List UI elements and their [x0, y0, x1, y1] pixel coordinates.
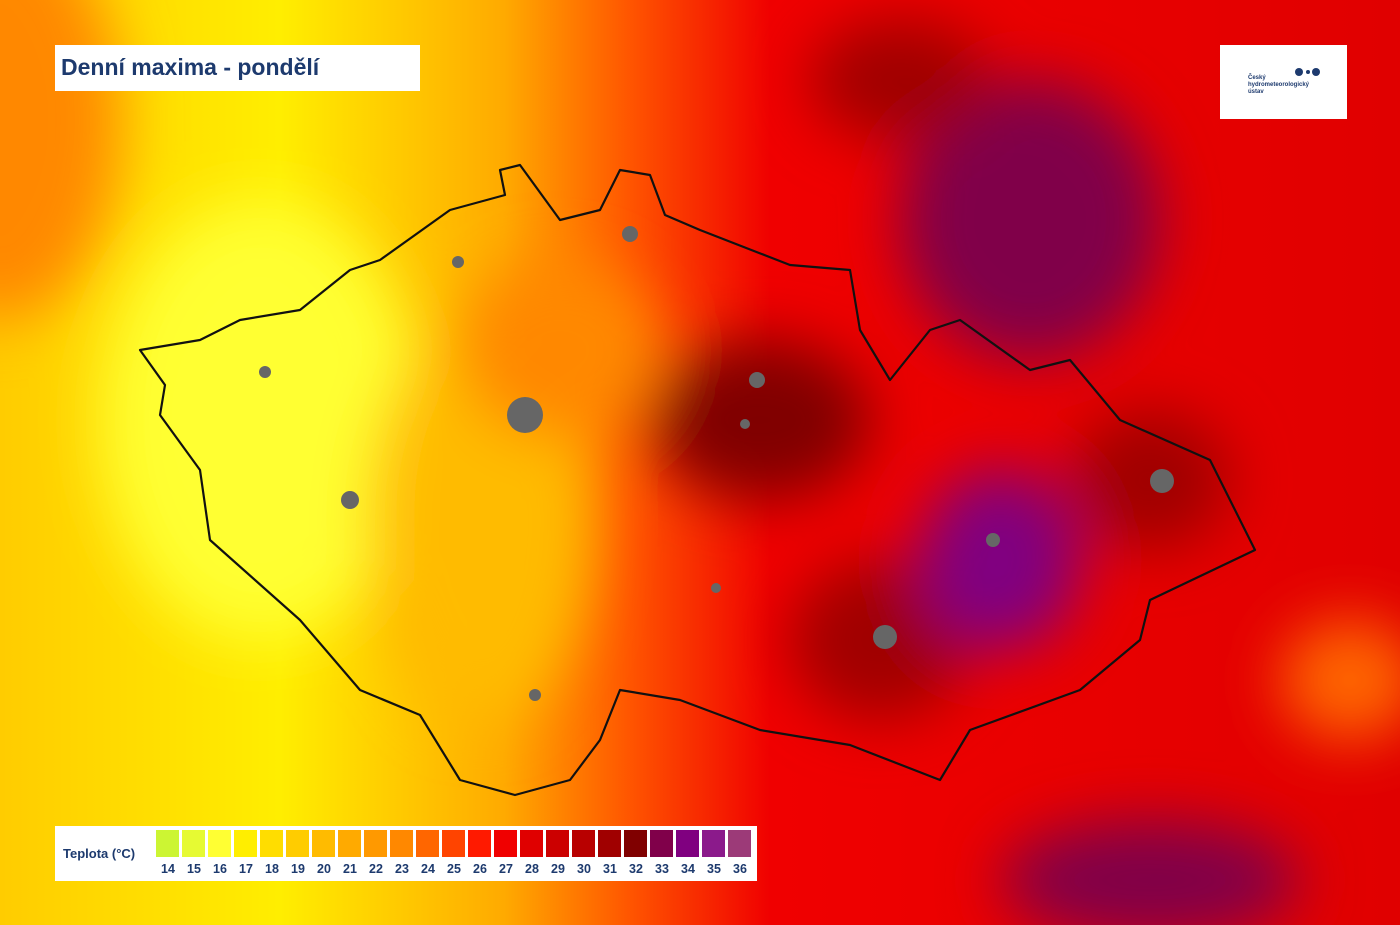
legend-swatch: [259, 829, 284, 858]
logo-text: Český hydrometeorologický ústav: [1248, 75, 1310, 95]
legend-swatch: [571, 829, 596, 858]
legend-item: 19: [285, 829, 311, 876]
legend-swatch: [363, 829, 388, 858]
legend-value: 18: [265, 862, 279, 876]
legend-value: 14: [161, 862, 175, 876]
city: [259, 366, 271, 378]
legend-value: 29: [551, 862, 565, 876]
city: [711, 583, 721, 593]
city: [986, 533, 1000, 547]
legend-item: 14: [155, 829, 181, 876]
legend-item: 18: [259, 829, 285, 876]
legend-swatch: [649, 829, 674, 858]
legend: Teplota (°C) 14 15 16 17 18 19 20 21 22 23 24 25 26 2…: [55, 826, 757, 881]
legend-swatch: [311, 829, 336, 858]
legend-swatch: [701, 829, 726, 858]
legend-label: Teplota (°C): [63, 846, 136, 861]
legend-item: 31: [597, 829, 623, 876]
legend-item: 21: [337, 829, 363, 876]
legend-value: 34: [681, 862, 695, 876]
legend-value: 20: [317, 862, 331, 876]
legend-swatch: [181, 829, 206, 858]
legend-swatch: [623, 829, 648, 858]
legend-value: 25: [447, 862, 461, 876]
legend-swatch: [233, 829, 258, 858]
city: [452, 256, 464, 268]
legend-value: 36: [733, 862, 747, 876]
legend-swatch: [415, 829, 440, 858]
legend-value: 32: [629, 862, 643, 876]
cities: [259, 226, 1174, 701]
legend-item: 35: [701, 829, 727, 876]
legend-swatch: [389, 829, 414, 858]
legend-value: 17: [239, 862, 253, 876]
legend-swatch: [155, 829, 180, 858]
legend-item: 20: [311, 829, 337, 876]
legend-swatch: [467, 829, 492, 858]
legend-value: 19: [291, 862, 305, 876]
legend-value: 22: [369, 862, 383, 876]
legend-value: 21: [343, 862, 357, 876]
legend-swatch: [675, 829, 700, 858]
legend-item: 24: [415, 829, 441, 876]
legend-swatch: [337, 829, 362, 858]
legend-item: 22: [363, 829, 389, 876]
city: [507, 397, 543, 433]
legend-item: 29: [545, 829, 571, 876]
legend-value: 26: [473, 862, 487, 876]
legend-item: 28: [519, 829, 545, 876]
legend-swatch: [441, 829, 466, 858]
legend-swatch: [519, 829, 544, 858]
legend-item: 26: [467, 829, 493, 876]
legend-swatch: [285, 829, 310, 858]
legend-item: 30: [571, 829, 597, 876]
logo: Český hydrometeorologický ústav: [1220, 45, 1347, 119]
legend-item: 33: [649, 829, 675, 876]
legend-value: 24: [421, 862, 435, 876]
legend-value: 30: [577, 862, 591, 876]
legend-value: 16: [213, 862, 227, 876]
legend-item: 34: [675, 829, 701, 876]
legend-value: 28: [525, 862, 539, 876]
map-title: Denní maxima - pondělí: [55, 45, 420, 91]
legend-value: 23: [395, 862, 409, 876]
legend-swatch: [727, 829, 752, 858]
city: [1150, 469, 1174, 493]
legend-value: 31: [603, 862, 617, 876]
logo-mark: [1295, 68, 1320, 76]
legend-value: 15: [187, 862, 201, 876]
legend-item: 32: [623, 829, 649, 876]
city: [740, 419, 750, 429]
city: [873, 625, 897, 649]
legend-item: 23: [389, 829, 415, 876]
legend-item: 36: [727, 829, 753, 876]
city: [529, 689, 541, 701]
legend-item: 25: [441, 829, 467, 876]
legend-value: 27: [499, 862, 513, 876]
legend-item: 27: [493, 829, 519, 876]
country-border: [138, 163, 1257, 797]
legend-item: 16: [207, 829, 233, 876]
legend-swatch: [493, 829, 518, 858]
city: [622, 226, 638, 242]
legend-swatch: [545, 829, 570, 858]
legend-value: 35: [707, 862, 721, 876]
legend-item: 17: [233, 829, 259, 876]
legend-value: 33: [655, 862, 669, 876]
legend-swatch: [597, 829, 622, 858]
city: [749, 372, 765, 388]
legend-item: 15: [181, 829, 207, 876]
legend-swatch: [207, 829, 232, 858]
city: [341, 491, 359, 509]
